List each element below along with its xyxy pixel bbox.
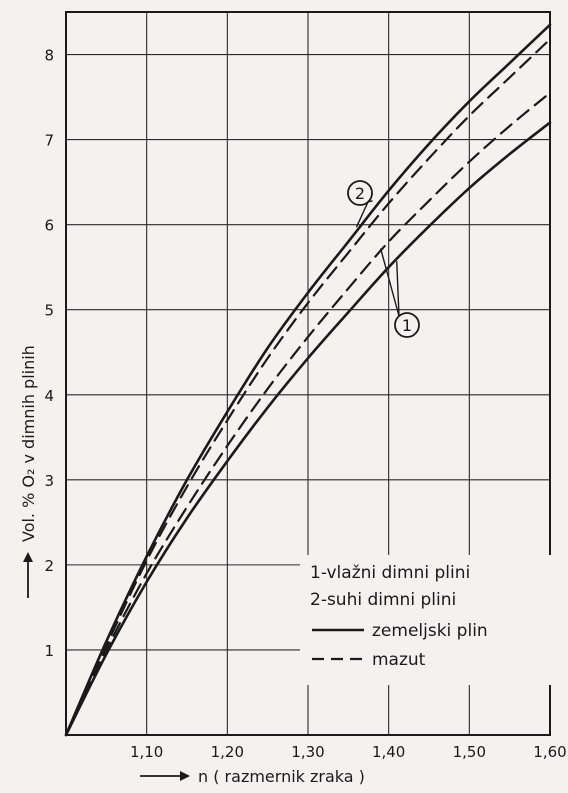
grid xyxy=(66,12,551,735)
legend-item-label: mazut xyxy=(372,650,426,670)
x-axis-arrow-head xyxy=(180,771,190,781)
y-tick-label: 6 xyxy=(44,217,54,235)
y-tick-label: 4 xyxy=(44,387,54,405)
x-tick-label: 1,40 xyxy=(372,743,405,761)
tick-labels: 1,10 1,20 1,30 1,40 1,50 1,60 1 2 3 4 5 6 7 8 xyxy=(44,47,566,761)
callout-leader-1b xyxy=(396,261,400,317)
series-line-1-dashed xyxy=(64,91,552,737)
y-axis-label: Vol. % O₂ v dimnih plinih xyxy=(19,345,38,542)
callout-leader-2b xyxy=(355,201,369,228)
legend: 1-vlažni dimni plini 2-suhi dimni plini ze… xyxy=(300,555,552,685)
callout-label-2: 2 xyxy=(355,184,365,203)
legend-item-label: 2-suhi dimni plini xyxy=(310,590,456,610)
x-tick-label: 1,10 xyxy=(130,743,163,761)
series-line-1-solid xyxy=(64,121,552,737)
callout-label-1: 1 xyxy=(402,316,412,335)
x-axis-label: n ( razmernik zraka ) xyxy=(198,767,365,786)
x-tick-label: 1,50 xyxy=(453,743,486,761)
y-tick-label: 1 xyxy=(44,642,54,660)
series-group xyxy=(64,23,552,737)
y-tick-label: 5 xyxy=(44,302,54,320)
legend-background xyxy=(300,555,552,685)
series-line-2-dashed xyxy=(64,38,552,737)
x-axis-label-group: n ( razmernik zraka ) xyxy=(140,767,365,786)
callout-circle-1 xyxy=(394,312,420,338)
legend-item-label: 1-vlažni dimni plini xyxy=(310,563,470,583)
y-tick-label: 3 xyxy=(44,472,54,490)
callout-leader-2a xyxy=(367,200,373,203)
y-axis-label-group: Vol. % O₂ v dimnih plinih xyxy=(19,345,38,598)
x-tick-label: 1,20 xyxy=(211,743,244,761)
y-tick-label: 7 xyxy=(44,132,54,150)
series-line-2-solid xyxy=(64,23,552,737)
legend-item-label: zemeljski plin xyxy=(372,621,488,641)
callout-circle-2 xyxy=(347,180,373,206)
y-tick-label: 8 xyxy=(44,47,54,65)
x-tick-label: 1,60 xyxy=(533,743,566,761)
plot-frame xyxy=(65,11,551,736)
y-tick-label: 2 xyxy=(44,557,54,575)
x-tick-label: 1,30 xyxy=(291,743,324,761)
callouts: 21 xyxy=(347,180,420,338)
y-axis-arrow-head xyxy=(23,552,33,562)
callout-leader-1a xyxy=(379,248,400,317)
